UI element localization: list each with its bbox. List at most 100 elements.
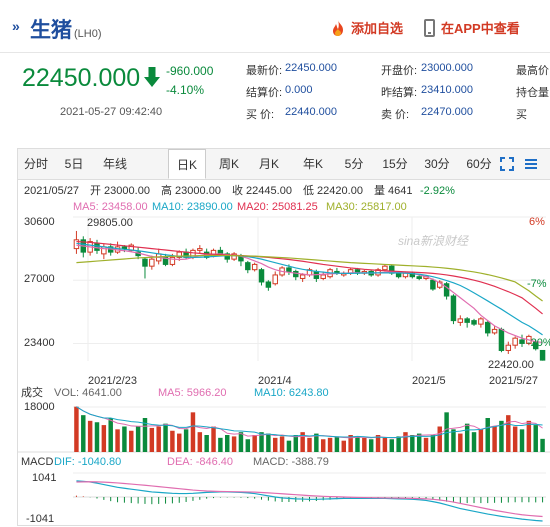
volume-bar (451, 429, 456, 452)
right-tick-low: -20% (527, 337, 550, 349)
volume-bar (382, 437, 388, 452)
volume-bar (437, 426, 442, 452)
open-in-app-button[interactable]: 在APP中查看 (424, 18, 520, 37)
page-title: 生猪 (LH0) (30, 14, 102, 44)
dea-line (76, 481, 543, 518)
x-label-0: 2021/2/23 (88, 375, 137, 387)
volume-bar (272, 437, 278, 452)
high-price-label: 最高价 (516, 65, 549, 77)
tab-yearly-k[interactable]: 年K (302, 157, 323, 171)
volume-bar (142, 418, 148, 452)
volume-bar (492, 426, 497, 452)
ma5-legend: MA5: 23458.00 (73, 201, 148, 213)
tab-15min[interactable]: 15分 (382, 157, 408, 171)
fullscreen-icon[interactable] (500, 157, 514, 171)
vol-y-tick: 18000 (24, 401, 55, 413)
info-high: 高 23000.00 (161, 183, 221, 197)
candle-body (245, 262, 251, 271)
tab-year-line[interactable]: 年线 (102, 157, 127, 171)
volume-bars-group (74, 406, 545, 452)
contract-name: 生猪 (30, 19, 72, 42)
x-label-3: 2021/5/27 (489, 375, 538, 387)
volume-bar (259, 432, 264, 452)
bid-price-label: 买 价: (246, 109, 275, 121)
tab-daily-k[interactable]: 日K (168, 149, 206, 179)
candle-body (512, 337, 518, 346)
tab-5day[interactable]: 5日 (64, 157, 84, 171)
volume-bar (540, 438, 545, 452)
candle-body (224, 253, 230, 260)
settle-price-label: 结算价: (246, 87, 283, 99)
candle-body (320, 274, 326, 279)
candle-body (231, 253, 237, 260)
volume-bar (389, 439, 394, 452)
tab-monthly-k[interactable]: 月K (258, 157, 279, 171)
price-change: -960.000 -4.10% (166, 62, 213, 100)
add-watchlist-button[interactable]: 添加自选 (330, 18, 403, 37)
candle-body (121, 246, 128, 250)
price-grid (73, 216, 546, 361)
volume-bar (403, 432, 408, 452)
candle-body (299, 274, 306, 279)
contract-code: (LH0) (74, 28, 102, 40)
tab-30min[interactable]: 30分 (424, 157, 450, 171)
volume-bar (170, 430, 175, 452)
volume-bar (430, 435, 436, 452)
volume-ma-group (76, 406, 543, 439)
kline-chart-svg[interactable]: 2021/05/27 开 23000.00 高 23000.00 收 22445… (18, 149, 550, 527)
vol-ma5-legend: MA5: 5966.20 (158, 387, 227, 399)
info-pct: -2.92% (420, 185, 455, 197)
candle-body (464, 318, 470, 323)
ma30-legend: MA30: 25817.00 (326, 201, 407, 213)
volume-bar (238, 432, 244, 452)
add-watchlist-label: 添加自选 (351, 21, 404, 36)
candle-body (430, 279, 436, 290)
tab-5min[interactable]: 5分 (344, 157, 364, 171)
volume-bar (499, 420, 504, 452)
settle-price-value: 0.000 (285, 84, 313, 96)
vol-legend: VOL: 4641.00 (54, 387, 122, 399)
info-date: 2021/05/27 (24, 185, 79, 197)
open-price-value: 23000.000 (421, 62, 473, 74)
candle-body (443, 283, 450, 297)
volume-bar (190, 412, 196, 452)
volume-bar (471, 432, 477, 452)
ask-price-value: 22470.000 (421, 106, 473, 118)
ask-price-label: 卖 价: (381, 109, 410, 121)
volume-bar (506, 415, 511, 452)
tab-intraday[interactable]: 分时 (23, 157, 48, 171)
volume-bar (197, 432, 203, 452)
volume-bar (341, 440, 347, 452)
latest-price-value: 22450.000 (285, 62, 337, 74)
volume-bar (355, 436, 360, 452)
down-arrow-icon (144, 67, 160, 87)
ma10-line (76, 242, 543, 336)
volume-bar (183, 429, 189, 452)
info-close: 收 22445.00 (232, 183, 292, 197)
header-bar: » 生猪 (LH0) 添加自选 在APP中查看 (0, 0, 550, 53)
candle-body (478, 318, 484, 325)
tab-weekly-k[interactable]: 周K (218, 157, 239, 171)
candle-body (382, 265, 388, 271)
candle-body (395, 272, 402, 278)
more-menu-icon[interactable] (524, 157, 538, 171)
candle-body (251, 263, 258, 271)
candle-body (169, 256, 176, 265)
volume-bar (423, 437, 429, 452)
ma-lines-group (76, 240, 543, 344)
volume-bar (163, 423, 168, 452)
volume-label: 成交 (21, 385, 43, 399)
vol-ma10-legend: MA10: 6243.80 (254, 387, 329, 399)
candle-body (293, 270, 299, 278)
volume-bar (375, 435, 381, 452)
ma10-legend: MA10: 23890.00 (152, 201, 233, 213)
candle-body (265, 281, 272, 288)
period-tabs: 分时 5日 年线 日K 周K 月K 年K 5分 15分 30分 60分 (18, 149, 550, 180)
open-interest-label: 持仓量 (516, 87, 549, 99)
info-volume: 量 4641 (374, 184, 413, 197)
x-label-1: 2021/4 (258, 375, 292, 387)
tab-60min[interactable]: 60分 (466, 157, 492, 171)
volume-bar (307, 437, 312, 452)
candle-body (142, 258, 148, 267)
prev-settle-value: 23410.000 (421, 84, 473, 96)
